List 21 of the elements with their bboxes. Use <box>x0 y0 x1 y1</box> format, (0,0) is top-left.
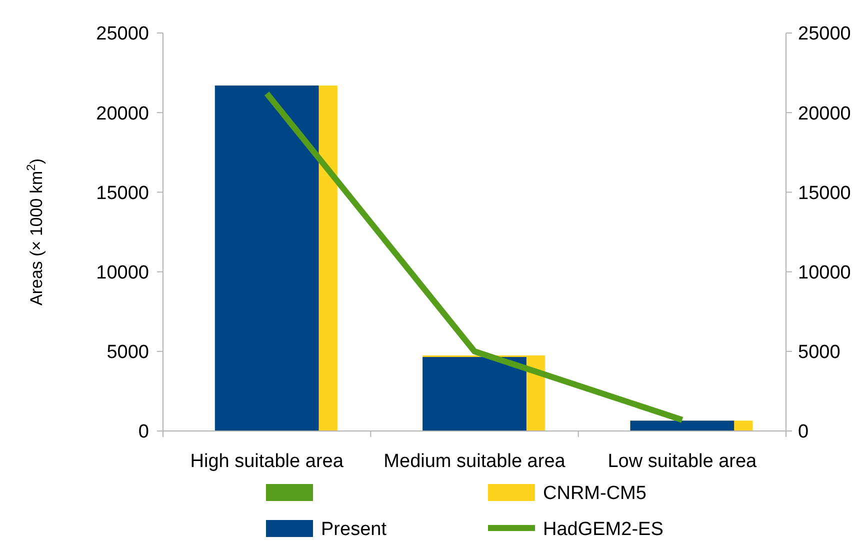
y2-tick-label: 15000 <box>798 182 851 204</box>
legend-label: CNRM-CM5 <box>543 483 646 504</box>
x-tick-label: Low suitable area <box>608 451 758 472</box>
y2-tick-label: 5000 <box>798 342 840 364</box>
y2-tick-label: 10000 <box>798 262 851 284</box>
bar <box>422 356 526 431</box>
y-tick-label: 0 <box>138 422 149 443</box>
legend-label: HadGEM2-ES <box>543 519 664 540</box>
y-tick-label: 20000 <box>96 103 149 124</box>
bar <box>630 420 734 431</box>
y2-tick-label: 25000 <box>798 24 851 45</box>
x-tick-label: High suitable area <box>190 451 344 472</box>
y-tick-label: 15000 <box>96 182 149 204</box>
y-tick-label: 5000 <box>106 342 149 364</box>
bar <box>214 86 319 431</box>
y-tick-label: 10000 <box>96 262 149 284</box>
y2-tick-label: 20000 <box>798 103 851 124</box>
y-tick-label: 25000 <box>96 24 149 45</box>
y2-tick-label: 0 <box>798 422 809 443</box>
x-tick-label: Medium suitable area <box>384 451 566 472</box>
legend-label: Present <box>321 519 388 540</box>
